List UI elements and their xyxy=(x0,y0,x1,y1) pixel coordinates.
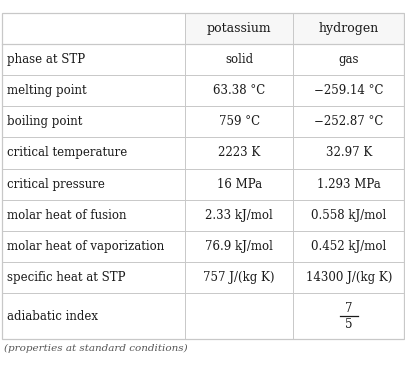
Text: −259.14 °C: −259.14 °C xyxy=(313,84,382,97)
Text: hydrogen: hydrogen xyxy=(318,22,378,35)
Text: 759 °C: 759 °C xyxy=(218,115,259,128)
Text: adiabatic index: adiabatic index xyxy=(7,310,98,323)
Text: critical pressure: critical pressure xyxy=(7,178,104,190)
Text: 76.9 kJ/mol: 76.9 kJ/mol xyxy=(205,240,273,253)
Text: specific heat at STP: specific heat at STP xyxy=(7,271,125,284)
Text: boiling point: boiling point xyxy=(7,115,82,128)
Text: 5: 5 xyxy=(344,318,352,331)
Text: 7: 7 xyxy=(344,302,352,315)
Text: −252.87 °C: −252.87 °C xyxy=(313,115,382,128)
Text: melting point: melting point xyxy=(7,84,86,97)
Text: 1.293 MPa: 1.293 MPa xyxy=(316,178,379,190)
Text: molar heat of fusion: molar heat of fusion xyxy=(7,209,126,222)
Text: phase at STP: phase at STP xyxy=(7,53,85,66)
Bar xyxy=(2,13,403,339)
Text: gas: gas xyxy=(338,53,358,66)
Text: 2223 K: 2223 K xyxy=(217,147,260,159)
Bar xyxy=(293,13,403,44)
Text: solid: solid xyxy=(224,53,253,66)
Text: critical temperature: critical temperature xyxy=(7,147,127,159)
Text: 0.558 kJ/mol: 0.558 kJ/mol xyxy=(310,209,386,222)
Text: 0.452 kJ/mol: 0.452 kJ/mol xyxy=(310,240,386,253)
Text: 757 J/(kg K): 757 J/(kg K) xyxy=(203,271,274,284)
Text: 16 MPa: 16 MPa xyxy=(216,178,261,190)
Text: 2.33 kJ/mol: 2.33 kJ/mol xyxy=(205,209,273,222)
Text: 14300 J/(kg K): 14300 J/(kg K) xyxy=(305,271,391,284)
Text: potassium: potassium xyxy=(207,22,271,35)
Text: molar heat of vaporization: molar heat of vaporization xyxy=(7,240,164,253)
Text: (properties at standard conditions): (properties at standard conditions) xyxy=(4,344,187,353)
Text: 32.97 K: 32.97 K xyxy=(325,147,371,159)
Bar xyxy=(184,13,293,44)
Text: 63.38 °C: 63.38 °C xyxy=(213,84,264,97)
